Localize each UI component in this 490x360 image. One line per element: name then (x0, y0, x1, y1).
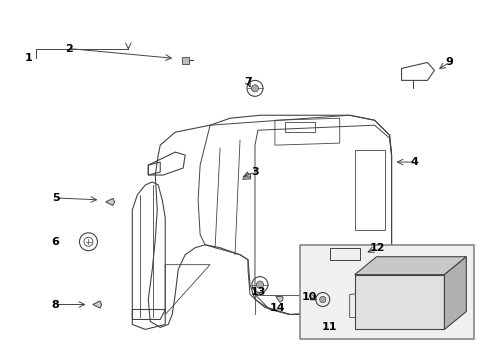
Text: 5: 5 (52, 193, 59, 203)
Polygon shape (276, 296, 283, 302)
Circle shape (319, 296, 326, 303)
Text: 2: 2 (65, 44, 73, 54)
Text: 13: 13 (250, 287, 266, 297)
Polygon shape (355, 275, 444, 329)
Polygon shape (444, 257, 466, 329)
Circle shape (256, 281, 264, 288)
Polygon shape (182, 57, 189, 64)
Text: 1: 1 (24, 54, 32, 63)
FancyBboxPatch shape (300, 245, 474, 339)
Text: 3: 3 (251, 167, 259, 177)
Text: 10: 10 (302, 292, 318, 302)
Text: 14: 14 (270, 302, 286, 312)
Text: 12: 12 (370, 243, 385, 253)
Polygon shape (243, 173, 251, 179)
Text: 11: 11 (322, 323, 338, 332)
Text: 9: 9 (445, 58, 453, 67)
Text: 8: 8 (51, 300, 59, 310)
Text: 4: 4 (411, 157, 418, 167)
Text: 7: 7 (244, 77, 252, 87)
Polygon shape (106, 198, 115, 206)
Text: 6: 6 (51, 237, 59, 247)
Circle shape (251, 85, 259, 92)
Polygon shape (93, 301, 102, 308)
Polygon shape (355, 257, 466, 275)
